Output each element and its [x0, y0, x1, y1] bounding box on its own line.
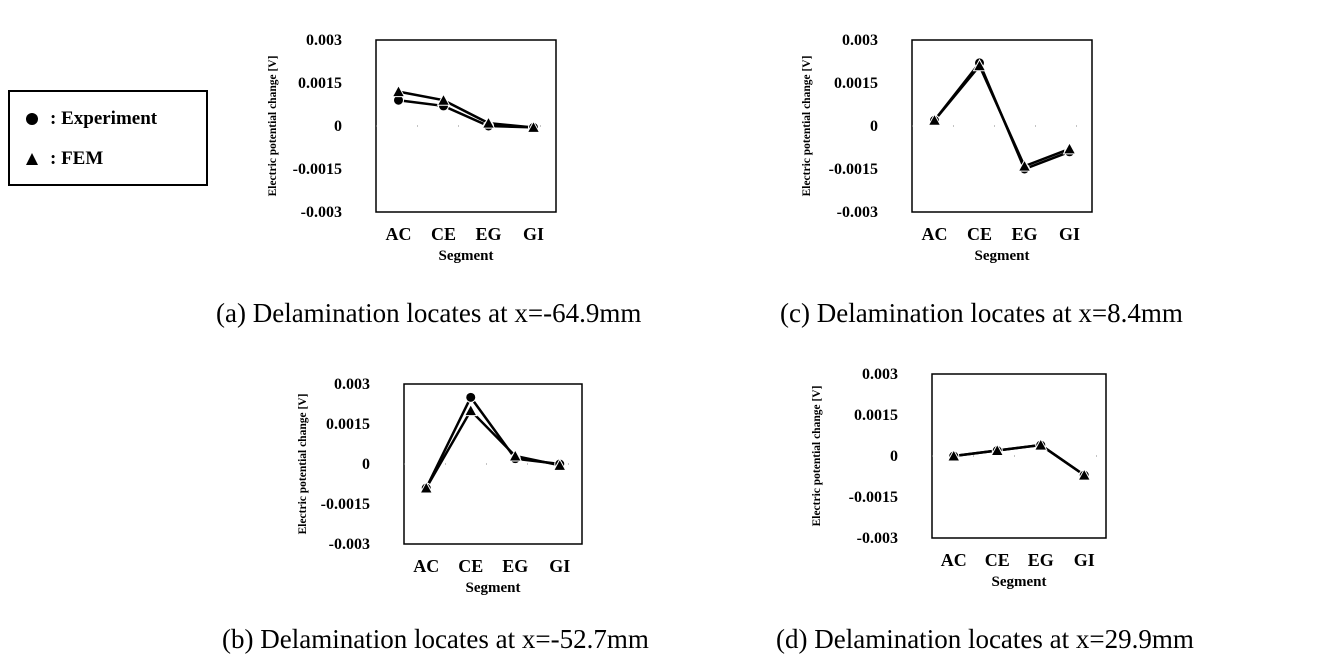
y-tick-label: -0.0015 [293, 161, 342, 178]
legend-label-experiment: : Experiment [50, 108, 158, 129]
data-point-fem [508, 448, 523, 462]
y-tick-label: 0 [890, 448, 898, 465]
x-tick-label: EG [502, 556, 528, 576]
data-point-fem [927, 113, 942, 126]
y-tick-label: 0.003 [842, 32, 878, 49]
x-tick-label: AC [922, 224, 948, 244]
chart-panel-d: 0.003 0.0015 0 -0.0015 -0.003 AC CE EG GI Segment… [811, 366, 1107, 590]
data-point-fem [1017, 159, 1032, 172]
y-tick-label: -0.0015 [829, 161, 878, 178]
x-axis-label: Segment [992, 574, 1047, 590]
x-tick-label: CE [967, 224, 992, 244]
x-tick-label: GI [1074, 550, 1095, 570]
data-point-fem [990, 443, 1005, 457]
data-point-fem [972, 58, 987, 72]
data-point-fem [1033, 438, 1048, 451]
caption-a: (a) Delamination locates at x=-64.9mm [216, 298, 642, 328]
legend-label-fem: : FEM [50, 148, 104, 169]
x-tick-label: EG [1028, 550, 1054, 570]
legend: : Experiment : FEM [8, 90, 208, 186]
data-point-fem [481, 116, 496, 129]
y-tick-label: 0 [334, 118, 342, 135]
x-axis-label: Segment [975, 248, 1030, 264]
series-line-experiment [398, 98, 534, 129]
series-line-fem [398, 90, 534, 129]
y-tick-label: -0.0015 [849, 489, 898, 506]
y-tick-label: -0.003 [837, 204, 878, 221]
chart-panel-c: 0.003 0.0015 0 -0.0015 -0.003 AC CE EG GI Segment… [801, 32, 1093, 264]
x-tick-label: GI [523, 224, 544, 244]
y-tick-label: 0 [870, 118, 878, 135]
y-axis-label: Electric potential change [V] [811, 386, 823, 527]
data-point-fem [526, 120, 541, 133]
y-tick-label: -0.003 [857, 530, 898, 547]
legend-item-fem: : FEM [24, 148, 103, 170]
y-tick-label: 0.003 [862, 366, 898, 383]
y-tick-label: -0.003 [329, 536, 370, 553]
x-tick-label: CE [985, 550, 1010, 570]
x-axis-label: Segment [466, 580, 521, 596]
data-point-fem [946, 448, 961, 462]
data-point-fem [391, 84, 406, 98]
y-tick-label: -0.0015 [321, 496, 370, 513]
y-tick-label: 0.003 [306, 32, 342, 49]
data-point-experiment [465, 391, 477, 403]
y-axis-label: Electric potential change [V] [297, 394, 309, 535]
x-tick-label: CE [458, 556, 483, 576]
chart-panel-b: 0.003 0.0015 0 -0.0015 -0.003 AC CE EG GI Segment… [297, 376, 583, 596]
x-tick-label: AC [941, 550, 967, 570]
y-tick-label: 0.0015 [326, 416, 370, 433]
series-line-fem [933, 63, 1070, 168]
data-point-fem [1062, 141, 1077, 155]
legend-item-experiment: : Experiment [24, 108, 157, 130]
series-line-fem [425, 408, 561, 489]
x-tick-label: GI [549, 556, 570, 576]
caption-c: (c) Delamination locates at x=8.4mm [780, 298, 1183, 328]
x-tick-label: GI [1059, 224, 1080, 244]
circle-marker-icon [24, 110, 50, 128]
chart-panel-a: 0.003 0.0015 0 -0.0015 -0.003 AC CE EG GI Segment… [267, 32, 557, 264]
y-axis-label: Electric potential change [V] [267, 56, 279, 197]
x-tick-label: CE [431, 224, 456, 244]
triangle-marker-icon [24, 150, 50, 168]
y-tick-label: 0.0015 [854, 407, 898, 424]
y-tick-label: 0.0015 [834, 75, 878, 92]
y-tick-label: 0.0015 [298, 75, 342, 92]
data-point-fem [436, 93, 451, 106]
caption-d: (d) Delamination locates at x=29.9mm [776, 624, 1194, 654]
y-tick-label: -0.003 [301, 204, 342, 221]
y-tick-label: 0 [362, 456, 370, 473]
caption-b: (b) Delamination locates at x=-52.7mm [222, 624, 649, 654]
data-point-fem [419, 480, 434, 494]
x-axis-label: Segment [439, 248, 494, 264]
y-axis-label: Electric potential change [V] [801, 56, 813, 197]
data-point-fem [463, 403, 478, 417]
series-line-fem [953, 443, 1085, 477]
x-tick-label: EG [1011, 224, 1037, 244]
x-tick-label: EG [475, 224, 501, 244]
data-point-fem [552, 458, 567, 471]
plot-frame [911, 39, 1093, 213]
series-line-experiment [425, 394, 560, 489]
y-tick-label: 0.003 [334, 376, 370, 393]
x-tick-label: AC [386, 224, 412, 244]
x-tick-label: AC [413, 556, 439, 576]
data-point-fem [1077, 468, 1092, 481]
